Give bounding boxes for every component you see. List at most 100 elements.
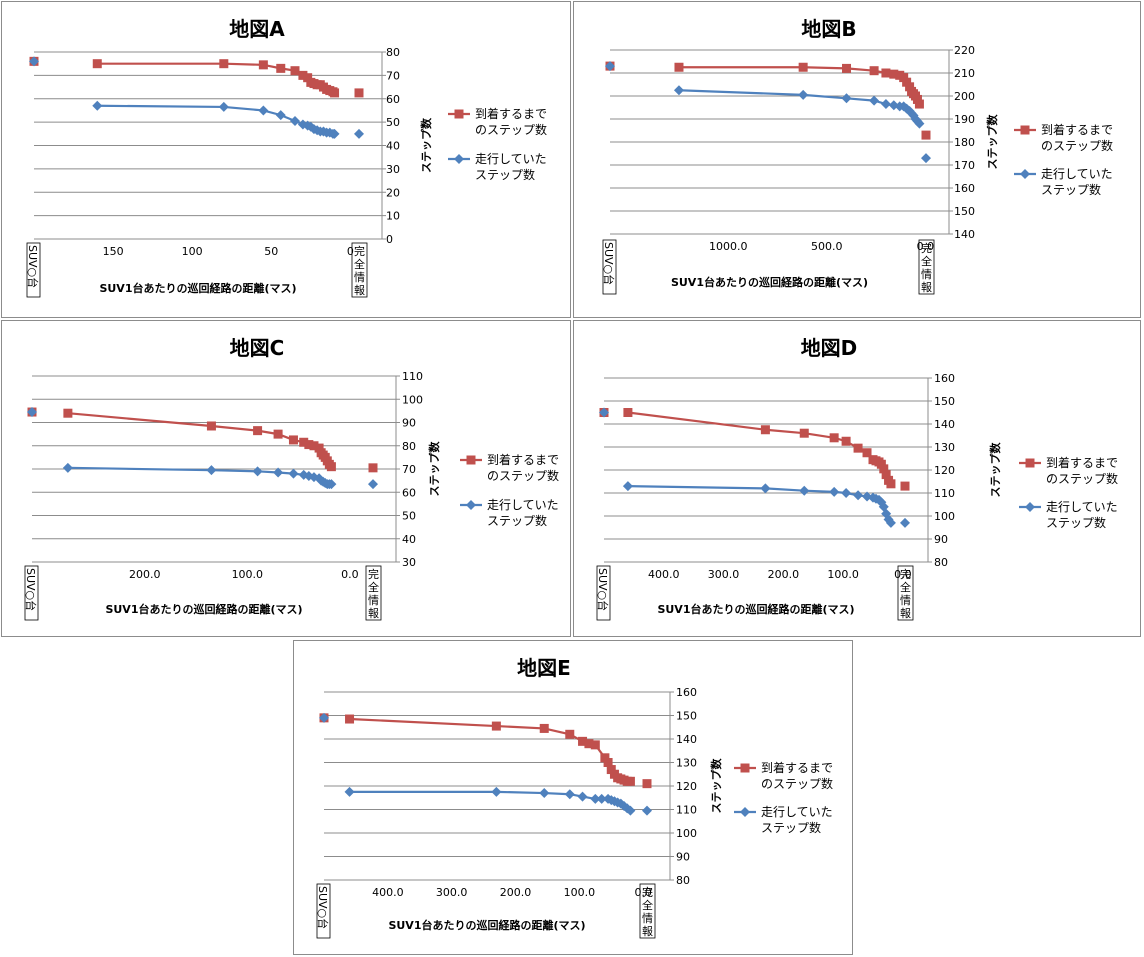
moving-series-marker bbox=[564, 789, 575, 800]
y-tick-label: 200 bbox=[954, 90, 975, 103]
arrival-series-marker bbox=[623, 408, 633, 417]
right-category-box bbox=[639, 883, 656, 939]
chart-panel-c: 地図C 30 40 50 60 70 80 90 100 110 200.0 100.0 0.0 SUV○… bbox=[1, 320, 571, 637]
arrival-series-marker bbox=[276, 63, 286, 73]
x-tick-label: 0.0 bbox=[894, 568, 912, 581]
legend-moving-text: 走行していた bbox=[761, 805, 833, 819]
arrival-series-marker bbox=[584, 739, 594, 749]
moving-left-marker bbox=[599, 407, 609, 418]
right-category-char: 完 bbox=[354, 244, 365, 258]
x-axis-label: SUV1台あたりの巡回経路の距離(マス) bbox=[657, 602, 854, 616]
moving-series-marker bbox=[290, 115, 300, 126]
legend-moving-text: ステップ数 bbox=[1041, 182, 1101, 197]
left-category-box bbox=[316, 883, 331, 939]
right-category-label: 完全情報 bbox=[354, 244, 365, 297]
legend-moving-text: 走行していた bbox=[1041, 167, 1113, 181]
x-tick-label: 400.0 bbox=[648, 568, 680, 581]
chart-svg: 地図E 80 90 100 110 120 130 140 150 160 400.0 300.0 20… bbox=[316, 656, 833, 939]
arrival-series-line bbox=[349, 717, 631, 783]
legend-moving-marker bbox=[454, 154, 464, 164]
x-tick-label: 100 bbox=[182, 245, 203, 258]
y-tick-label: 80 bbox=[676, 874, 690, 887]
legend-arrival-text: のステップ数 bbox=[761, 776, 833, 791]
arrival-series-marker bbox=[829, 433, 839, 443]
legend-moving-text: ステップ数 bbox=[1046, 515, 1106, 530]
chart-panel-b: 地図B 140 150 160 170 180 190 200 210 220 1000.0 500.… bbox=[573, 1, 1141, 318]
y-tick-label: 220 bbox=[954, 44, 975, 57]
x-axis-label: SUV1台あたりの巡回経路の距離(マス) bbox=[99, 281, 296, 295]
legend-arrival-text: 到着するまで bbox=[761, 760, 833, 775]
legend-arrival-marker bbox=[466, 455, 476, 465]
legend-arrival-text: 到着するまで bbox=[487, 452, 559, 467]
chart-title: 地図D bbox=[801, 336, 858, 360]
y-tick-label: 100 bbox=[934, 510, 955, 523]
arrival-series-marker bbox=[345, 714, 355, 724]
arrival-series-marker bbox=[879, 464, 889, 474]
y-tick-label: 0 bbox=[386, 233, 393, 246]
moving-series-marker bbox=[258, 105, 269, 116]
arrival-series-marker bbox=[303, 73, 313, 83]
arrival-series-marker bbox=[881, 470, 891, 480]
arrival-series-marker bbox=[600, 753, 610, 763]
chart-title: 地図A bbox=[229, 17, 285, 41]
moving-series-marker bbox=[539, 788, 550, 799]
arrival-series-marker bbox=[912, 94, 922, 104]
moving-series-marker bbox=[862, 491, 873, 502]
y-tick-label: 130 bbox=[676, 757, 697, 770]
x-tick-label: 100.0 bbox=[232, 568, 264, 581]
x-axis-label: SUV1台あたりの巡回経路の距離(マス) bbox=[105, 602, 302, 616]
right-category-char: 全 bbox=[354, 257, 365, 271]
x-tick-label: 200.0 bbox=[500, 886, 532, 899]
y-tick-label: 160 bbox=[676, 686, 697, 699]
arrival-series-marker bbox=[606, 765, 616, 775]
right-category-box bbox=[918, 239, 935, 295]
y-tick-label: 180 bbox=[954, 136, 975, 149]
y-axis-label: ステップ数 bbox=[427, 441, 441, 497]
moving-series-marker bbox=[252, 466, 263, 477]
arrival-series-marker bbox=[63, 408, 73, 418]
arrival-right-marker bbox=[354, 88, 364, 98]
arrival-series-marker bbox=[253, 426, 263, 436]
arrival-series-marker bbox=[799, 428, 809, 438]
moving-series-marker bbox=[625, 805, 636, 816]
y-tick-label: 30 bbox=[386, 163, 400, 176]
arrival-series-marker bbox=[304, 440, 314, 450]
moving-series-marker bbox=[760, 483, 771, 494]
right-category-char: 報 bbox=[642, 925, 653, 938]
x-tick-label: 1000.0 bbox=[709, 240, 748, 253]
right-category-char: 報 bbox=[900, 607, 911, 620]
y-tick-label: 130 bbox=[934, 441, 955, 454]
moving-series-marker bbox=[841, 488, 852, 498]
left-category-label-group: SUV○台 bbox=[602, 242, 616, 285]
left-category-label: SUV○台 bbox=[24, 568, 38, 611]
y-tick-label: 100 bbox=[402, 393, 423, 406]
y-tick-label: 80 bbox=[402, 440, 416, 453]
moving-series-marker bbox=[596, 793, 607, 804]
y-tick-label: 70 bbox=[386, 69, 400, 82]
legend-moving-text: 走行していた bbox=[1046, 500, 1118, 514]
moving-series-marker bbox=[308, 472, 319, 483]
y-tick-label: 90 bbox=[934, 533, 948, 546]
x-tick-label: 200.0 bbox=[129, 568, 161, 581]
moving-right-marker bbox=[368, 479, 378, 490]
arrival-series-marker bbox=[590, 740, 600, 750]
chart-title: 地図B bbox=[801, 17, 856, 41]
x-tick-label: 300.0 bbox=[708, 568, 740, 581]
legend-moving-text: ステップ数 bbox=[487, 513, 547, 528]
moving-series-marker bbox=[326, 479, 337, 490]
right-category-char: 完 bbox=[368, 567, 379, 581]
legend-arrival-marker bbox=[1025, 458, 1035, 468]
left-category-label: SUV○台 bbox=[596, 568, 610, 611]
left-category-label: SUV○台 bbox=[26, 245, 40, 288]
arrival-series-marker bbox=[760, 425, 770, 435]
arrival-right-marker bbox=[921, 130, 931, 140]
arrival-series-marker bbox=[902, 77, 912, 87]
chart-svg: 地図A 0 10 20 30 40 50 60 70 80 150 100 50 0 SUV○台 完全情報 SU… bbox=[26, 17, 547, 298]
y-tick-label: 140 bbox=[934, 418, 955, 431]
left-category-box bbox=[596, 565, 611, 621]
moving-series-marker bbox=[673, 85, 684, 96]
arrival-series-marker bbox=[889, 69, 899, 79]
right-category-char: 報 bbox=[921, 281, 932, 294]
legend-moving-text: 走行していた bbox=[475, 152, 547, 166]
x-tick-label: 150 bbox=[103, 245, 124, 258]
